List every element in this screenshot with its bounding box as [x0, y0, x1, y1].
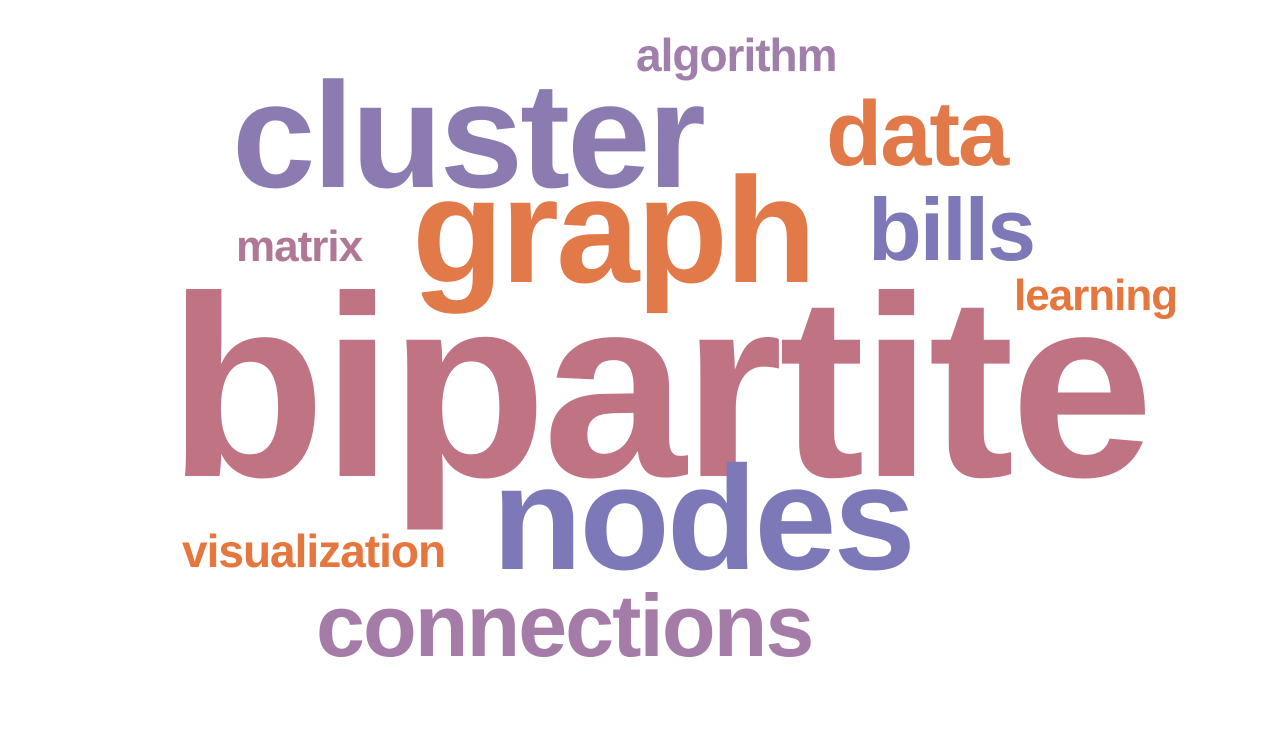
word-algorithm: algorithm [636, 29, 838, 81]
word-bipartite: bipartite [168, 242, 1154, 531]
word-matrix: matrix [236, 222, 363, 271]
word-visualization: visualization [182, 525, 446, 577]
word-learning: learning [1014, 271, 1178, 320]
word-cluster: cluster [232, 51, 706, 219]
word-data: data [826, 83, 1009, 185]
word-bills: bills [868, 180, 1036, 279]
word-nodes: nodes [492, 436, 916, 601]
word-graph: graph [412, 146, 817, 314]
word-connections: connections [316, 576, 814, 675]
